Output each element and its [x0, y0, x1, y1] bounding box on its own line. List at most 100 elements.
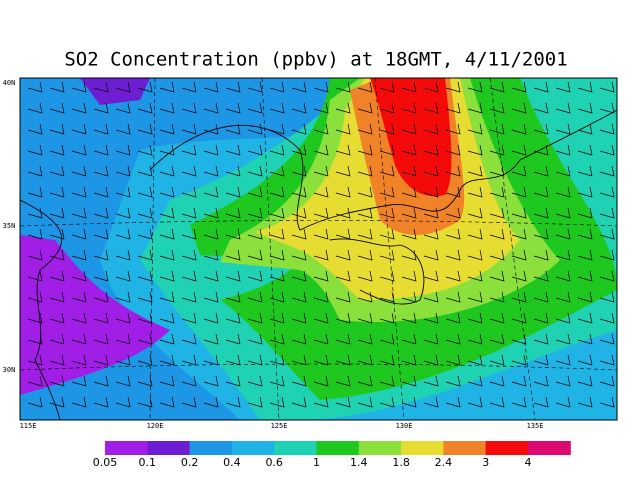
wind-barb	[467, 228, 483, 240]
wind-barb	[467, 291, 483, 303]
wind-barb	[599, 228, 615, 240]
wind-barb	[313, 312, 329, 324]
lon-label: 115E	[20, 422, 37, 430]
wind-barb	[159, 291, 175, 303]
map-area	[20, 78, 617, 420]
wind-barb	[181, 144, 197, 156]
wind-barb	[313, 144, 329, 156]
wind-barb	[511, 270, 527, 282]
wind-barb	[159, 375, 175, 387]
wind-barb	[181, 81, 197, 93]
wind-barb	[357, 375, 373, 387]
wind-barb	[357, 165, 373, 177]
wind-barb	[71, 144, 87, 156]
colorbar-label: 1.8	[392, 456, 410, 469]
wind-barb	[137, 228, 153, 240]
wind-barb	[533, 186, 549, 198]
wind-barb	[313, 291, 329, 303]
wind-barb	[577, 144, 593, 156]
wind-barb	[423, 375, 439, 387]
wind-barb	[577, 207, 593, 219]
wind-barb	[401, 312, 417, 324]
wind-barb	[71, 165, 87, 177]
wind-barb	[225, 165, 241, 177]
wind-barb	[445, 291, 461, 303]
lon-label: 135E	[527, 422, 544, 430]
wind-barb	[511, 165, 527, 177]
wind-barb	[511, 207, 527, 219]
wind-barb	[115, 144, 131, 156]
wind-barb	[335, 102, 351, 114]
colorbar-label: 0.1	[139, 456, 157, 469]
wind-barb	[533, 312, 549, 324]
wind-barb	[71, 312, 87, 324]
wind-barb	[379, 249, 395, 261]
wind-barb	[379, 165, 395, 177]
wind-barb	[291, 207, 307, 219]
wind-barb	[401, 333, 417, 345]
wind-barb	[269, 291, 285, 303]
wind-barb	[489, 144, 505, 156]
wind-barb	[313, 333, 329, 345]
wind-barb	[489, 354, 505, 366]
wind-barb	[49, 270, 65, 282]
wind-barb	[225, 249, 241, 261]
wind-barb	[401, 354, 417, 366]
wind-barb	[599, 333, 615, 345]
wind-barb	[247, 81, 263, 93]
wind-barb	[93, 249, 109, 261]
lon-line	[149, 78, 156, 420]
wind-barb	[247, 354, 263, 366]
colorbar-swatch	[189, 441, 233, 455]
wind-barb	[313, 249, 329, 261]
wind-barb	[203, 333, 219, 345]
wind-barb	[203, 354, 219, 366]
wind-barb	[577, 102, 593, 114]
wind-barb	[445, 228, 461, 240]
wind-barb	[533, 144, 549, 156]
wind-barb	[27, 81, 43, 93]
wind-barb	[203, 249, 219, 261]
wind-barb	[159, 186, 175, 198]
wind-barb	[401, 165, 417, 177]
wind-barb	[555, 333, 571, 345]
wind-barb	[335, 333, 351, 345]
wind-barb	[489, 165, 505, 177]
wind-barb	[181, 165, 197, 177]
wind-barb	[511, 354, 527, 366]
wind-barb	[203, 165, 219, 177]
wind-barb	[225, 312, 241, 324]
colorbar-swatch	[443, 441, 487, 455]
wind-barb	[599, 81, 615, 93]
wind-barb	[467, 144, 483, 156]
wind-barb	[71, 375, 87, 387]
wind-barb	[313, 375, 329, 387]
wind-barb	[577, 291, 593, 303]
wind-barb	[335, 375, 351, 387]
wind-barb	[533, 333, 549, 345]
wind-barb	[181, 228, 197, 240]
wind-barb	[555, 81, 571, 93]
wind-barb	[511, 186, 527, 198]
title: SO2 Concentration (ppbv) at 18GMT, 4/11/…	[64, 49, 567, 71]
wind-barb	[71, 396, 87, 408]
wind-barb	[49, 312, 65, 324]
wind-barb	[291, 144, 307, 156]
wind-barb	[247, 165, 263, 177]
wind-barb	[489, 312, 505, 324]
wind-barb	[445, 186, 461, 198]
wind-barb	[555, 165, 571, 177]
wind-barb	[533, 81, 549, 93]
wind-barb	[423, 144, 439, 156]
wind-barb	[137, 144, 153, 156]
wind-barb	[379, 312, 395, 324]
wind-barb	[445, 249, 461, 261]
wind-barb	[93, 207, 109, 219]
wind-barb	[379, 270, 395, 282]
wind-barb	[247, 207, 263, 219]
wind-barb	[357, 396, 373, 408]
wind-barb	[489, 270, 505, 282]
wind-barb	[71, 270, 87, 282]
colorbar-swatch	[401, 441, 444, 455]
wind-barb	[489, 186, 505, 198]
